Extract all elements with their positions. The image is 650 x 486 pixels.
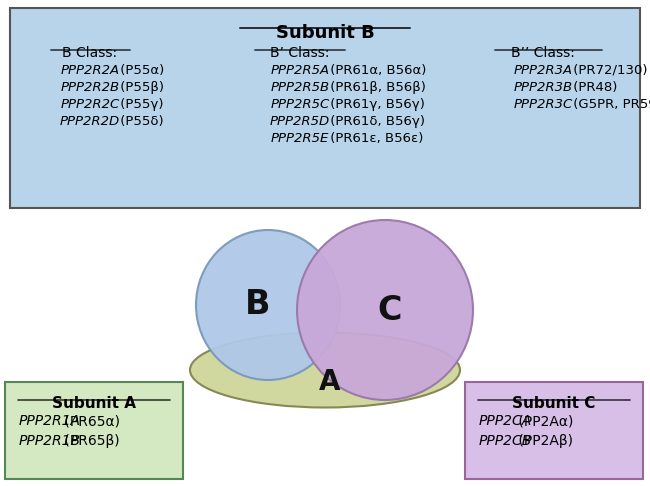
Text: PPP2R2C: PPP2R2C: [60, 98, 120, 111]
Text: B’ Class:: B’ Class:: [270, 46, 330, 60]
Text: PPP2R5C: PPP2R5C: [270, 98, 330, 111]
Text: PPP2R3A: PPP2R3A: [514, 64, 573, 77]
Text: PPP2R2D: PPP2R2D: [60, 115, 120, 128]
Text: PPP2R5A: PPP2R5A: [270, 64, 330, 77]
Text: PPP2R2B: PPP2R2B: [60, 81, 120, 94]
Text: PPP2R5E: PPP2R5E: [271, 132, 329, 145]
Text: PPP2R3C: PPP2R3C: [514, 98, 573, 111]
FancyBboxPatch shape: [5, 382, 183, 479]
Text: (PR61ε, B56ε): (PR61ε, B56ε): [326, 132, 423, 145]
Text: (PR48): (PR48): [569, 81, 618, 94]
Text: (PR61γ, B56γ): (PR61γ, B56γ): [326, 98, 425, 111]
Text: (P55β): (P55β): [116, 81, 164, 94]
Text: (PR61δ, B56γ): (PR61δ, B56γ): [326, 115, 425, 128]
Text: (PR65β): (PR65β): [60, 434, 119, 448]
Text: PPP2CB: PPP2CB: [479, 434, 532, 448]
Text: PPP2R5D: PPP2R5D: [270, 115, 330, 128]
Text: Subunit B: Subunit B: [276, 24, 374, 42]
Text: B’’ Class:: B’’ Class:: [511, 46, 575, 60]
Text: PPP2R1B: PPP2R1B: [19, 434, 81, 448]
Text: (PR72/130): (PR72/130): [569, 64, 647, 77]
Text: (P55α): (P55α): [116, 64, 164, 77]
Ellipse shape: [190, 332, 460, 407]
Ellipse shape: [297, 220, 473, 400]
Text: (PP2Aα): (PP2Aα): [514, 414, 573, 428]
Text: (P55γ): (P55γ): [116, 98, 163, 111]
Text: PPP2CA: PPP2CA: [479, 414, 532, 428]
Text: (PP2Aβ): (PP2Aβ): [514, 434, 573, 448]
Text: (PR65α): (PR65α): [60, 414, 120, 428]
Text: PPP2R3B: PPP2R3B: [514, 81, 573, 94]
Text: A: A: [319, 368, 341, 396]
Text: (P55δ): (P55δ): [116, 115, 164, 128]
FancyBboxPatch shape: [465, 382, 643, 479]
Text: (G5PR, PR59): (G5PR, PR59): [569, 98, 650, 111]
Text: Subunit A: Subunit A: [52, 396, 136, 411]
Text: Subunit C: Subunit C: [512, 396, 595, 411]
Text: PPP2R1A: PPP2R1A: [19, 414, 81, 428]
Text: PPP2R2A: PPP2R2A: [60, 64, 120, 77]
FancyBboxPatch shape: [10, 8, 640, 208]
Ellipse shape: [196, 230, 340, 380]
Text: B: B: [245, 289, 271, 322]
Text: (PR61α, B56α): (PR61α, B56α): [326, 64, 426, 77]
Text: (PR61β, B56β): (PR61β, B56β): [326, 81, 426, 94]
Text: B Class:: B Class:: [62, 46, 118, 60]
Text: C: C: [378, 294, 402, 327]
Text: PPP2R5B: PPP2R5B: [270, 81, 330, 94]
